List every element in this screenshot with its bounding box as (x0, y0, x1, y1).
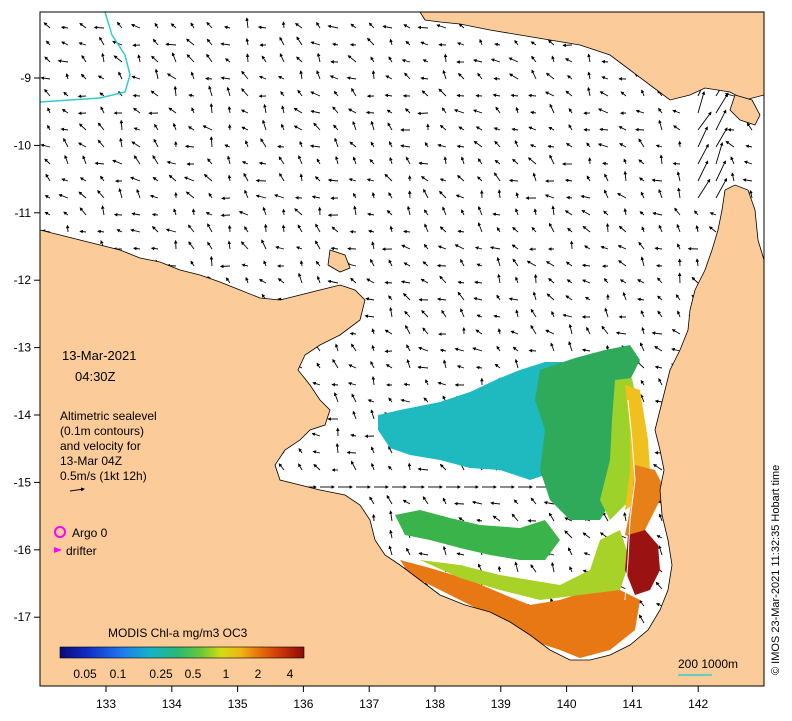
velocity-arrow (418, 113, 428, 114)
lon-tick-label: 140 (557, 697, 577, 711)
lat-tick-label: -9 (20, 71, 31, 85)
colorbar-tick-label: 4 (287, 667, 294, 681)
lon-tick-label: 137 (359, 697, 379, 711)
velocity-arrow (230, 226, 231, 232)
velocity-arrow (230, 125, 231, 130)
description-line-1: Altimetric sealevel (60, 409, 157, 423)
lat-tick-label: -14 (14, 408, 32, 422)
velocity-arrow (536, 275, 537, 283)
lon-tick-label: 134 (162, 697, 182, 711)
colorbar-tick-label: 0.5 (185, 667, 202, 681)
velocity-arrow (457, 95, 464, 96)
velocity-arrow (572, 241, 573, 249)
description-line-2: (0.1m contours) (60, 424, 144, 438)
colorbar-tick-label: 1 (223, 667, 230, 681)
velocity-arrow (494, 79, 500, 80)
velocity-arrow (602, 62, 608, 63)
map-date: 13-Mar-2021 (62, 348, 136, 363)
colorbar-title: MODIS Chl-a mg/m3 OC3 (108, 626, 248, 640)
velocity-arrow (221, 266, 230, 267)
lat-tick-label: -15 (14, 475, 32, 489)
lon-tick-label: 142 (688, 697, 708, 711)
velocity-arrow (283, 22, 284, 28)
velocity-arrow (134, 96, 141, 97)
velocity-arrow (348, 452, 357, 453)
lon-tick-label: 139 (491, 697, 511, 711)
velocity-arrow (95, 27, 104, 28)
colorbar-tick-label: 0.05 (73, 667, 97, 681)
lon-tick-label: 135 (228, 697, 248, 711)
lat-tick-label: -16 (14, 543, 32, 557)
colorbar-tick-label: 0.1 (110, 667, 127, 681)
colorbar (60, 647, 304, 658)
velocity-arrow (673, 163, 680, 164)
description-line-3: and velocity for (60, 439, 141, 453)
lat-tick-label: -10 (14, 138, 32, 152)
velocity-arrow (374, 515, 375, 521)
depth-legend-label: 200 1000m (678, 657, 738, 671)
lat-tick-label: -13 (14, 341, 32, 355)
velocity-arrow (607, 224, 608, 232)
colorbar-tick-label: 2 (255, 667, 262, 681)
velocity-arrow (455, 504, 464, 505)
velocity-arrow (247, 54, 248, 62)
lon-tick-label: 141 (622, 697, 642, 711)
velocity-arrow (530, 351, 537, 352)
velocity-arrow (278, 146, 284, 147)
velocity-arrow (351, 334, 356, 335)
credit-text: © IMOS 23-Mar-2021 11:32:35 Hobart time (770, 465, 782, 675)
colorbar-tick-label: 0.25 (149, 667, 173, 681)
velocity-arrow (332, 385, 338, 386)
velocity-arrow (68, 226, 69, 232)
argo-label: Argo 0 (72, 526, 108, 540)
drifter-label: drifter (66, 544, 97, 558)
map-time: 04:30Z (75, 369, 116, 384)
description-line-5: 0.5m/s (1kt 12h) (60, 469, 147, 483)
latitude-axis: -9 -10 -11 -12 -13 -14 -15 -16 -17 (14, 71, 40, 624)
velocity-arrow (153, 214, 158, 215)
lon-tick-label: 138 (425, 697, 445, 711)
lon-tick-label: 133 (96, 697, 116, 711)
velocity-arrow (385, 283, 392, 284)
lon-tick-label: 136 (293, 697, 313, 711)
lat-tick-label: -11 (15, 206, 32, 220)
description-line-4: 13-Mar 04Z (60, 454, 122, 468)
velocity-arrow (636, 130, 644, 131)
longitude-axis: 133 134 135 136 137 138 139 140 141 142 (96, 686, 709, 711)
velocity-arrow (567, 197, 572, 198)
lat-tick-label: -12 (14, 273, 32, 287)
lat-tick-label: -17 (14, 610, 32, 624)
velocity-arrow (206, 79, 212, 80)
velocity-arrow (367, 112, 374, 113)
velocity-arrow (284, 210, 285, 216)
